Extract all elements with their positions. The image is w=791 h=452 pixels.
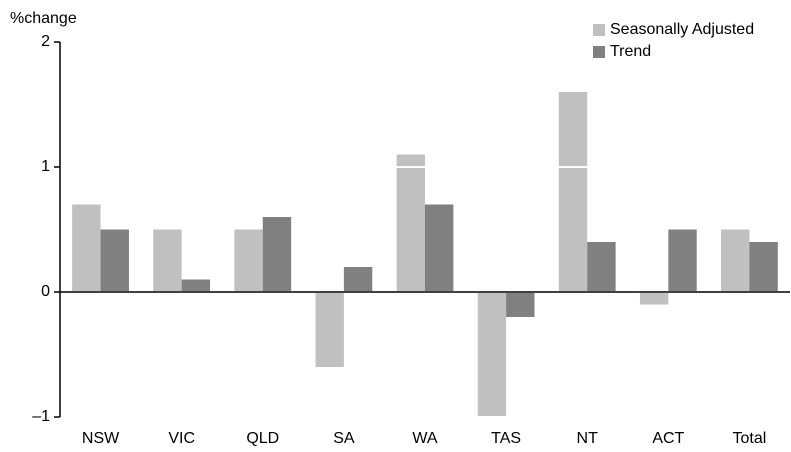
- y-tick-label: 1: [41, 158, 50, 175]
- bar: [587, 242, 616, 292]
- legend-label: Trend: [610, 43, 651, 60]
- bar: [749, 242, 778, 292]
- bar: [721, 229, 750, 292]
- legend-swatch: [593, 46, 605, 58]
- bar: [396, 154, 425, 292]
- bar: [72, 204, 101, 292]
- y-tick-label: –1: [32, 408, 50, 425]
- y-tick-label: 2: [41, 33, 50, 50]
- legend-label: Seasonally Adjusted: [610, 21, 754, 38]
- bar: [639, 292, 669, 305]
- y-tick-label: 0: [41, 283, 50, 300]
- x-tick-label: QLD: [246, 430, 279, 447]
- y-axis-label: %change: [10, 10, 77, 27]
- x-tick-label: NSW: [82, 430, 120, 447]
- bar: [315, 292, 344, 367]
- x-tick-label: Total: [733, 430, 767, 447]
- bar: [506, 292, 535, 317]
- bar: [343, 267, 373, 292]
- x-tick-label: TAS: [491, 430, 521, 447]
- x-tick-label: VIC: [168, 430, 195, 447]
- x-tick-label: WA: [412, 430, 438, 447]
- bar: [181, 279, 211, 292]
- bar: [558, 92, 588, 292]
- legend-swatch: [593, 24, 605, 36]
- bar: [262, 217, 292, 292]
- x-tick-label: SA: [333, 430, 355, 447]
- x-tick-label: NT: [577, 430, 599, 447]
- bar: [668, 229, 697, 292]
- x-tick-label: ACT: [652, 430, 684, 447]
- bar: [100, 229, 129, 292]
- bar: [477, 292, 507, 417]
- bar: [234, 229, 263, 292]
- bar: [425, 204, 454, 292]
- bar: [153, 229, 182, 292]
